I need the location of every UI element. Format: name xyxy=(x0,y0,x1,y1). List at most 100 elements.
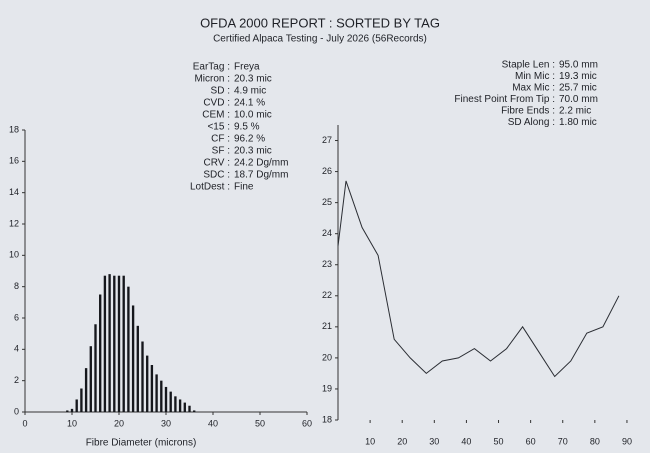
stat-label: CF : xyxy=(211,134,230,145)
histogram-bar xyxy=(117,275,121,412)
stat-value: 10.0 mic xyxy=(234,110,272,121)
x-tick-label: 60 xyxy=(302,418,312,428)
x-tick-label: 40 xyxy=(461,436,471,446)
stat-value: 96.2 % xyxy=(234,134,265,145)
stat-value: 24.2 Dg/mm xyxy=(234,158,288,169)
stat-label: SD : xyxy=(211,86,230,97)
x-tick-label: 20 xyxy=(397,436,407,446)
histogram-bar xyxy=(164,386,168,412)
stat-label: SD Along : xyxy=(508,117,555,128)
left-stats: EarTag : Freya Micron : 20.3 mic SD : 4.9 mic… xyxy=(190,62,289,193)
histogram-bar xyxy=(146,355,149,412)
stat-label: <15 : xyxy=(207,122,230,133)
histogram-bar xyxy=(141,341,144,412)
x-tick-label: 70 xyxy=(558,436,568,446)
histogram-bar xyxy=(136,325,139,412)
stat-label: SDC : xyxy=(203,170,230,181)
y-tick-label: 4 xyxy=(14,344,19,354)
y-tick-label: 27 xyxy=(322,135,332,145)
histogram-bar xyxy=(75,399,78,412)
stat-value: 1.80 mic xyxy=(559,117,597,128)
y-tick-label: 18 xyxy=(9,124,19,134)
stat-value: 25.7 mic xyxy=(559,83,597,94)
stat-value: Freya xyxy=(234,62,260,73)
histogram-bar xyxy=(155,374,158,412)
x-tick-label: 80 xyxy=(590,436,600,446)
histogram-bar xyxy=(183,402,186,412)
stat-label: Fibre Ends : xyxy=(501,106,555,117)
x-tick-label: 60 xyxy=(526,436,536,446)
histogram-bar xyxy=(103,275,107,412)
x-tick-label: 10 xyxy=(67,418,77,428)
y-tick-label: 8 xyxy=(14,281,19,291)
x-tick-label: 50 xyxy=(494,436,504,446)
x-axis-label: Fibre Diameter (microns) xyxy=(86,438,197,449)
stat-label: LotDest : xyxy=(190,182,230,193)
y-tick-label: 23 xyxy=(322,259,332,269)
stat-label: SF : xyxy=(212,146,230,157)
y-tick-label: 26 xyxy=(322,166,332,176)
stat-value: 18.7 Dg/mm xyxy=(234,170,288,181)
stat-label: Micron : xyxy=(194,74,230,85)
y-tick-label: 21 xyxy=(322,321,332,331)
y-tick-label: 0 xyxy=(14,406,19,416)
y-tick-label: 18 xyxy=(322,414,332,424)
x-tick-label: 50 xyxy=(255,418,265,428)
y-tick-label: 19 xyxy=(322,383,332,393)
y-tick-label: 20 xyxy=(322,352,332,362)
stat-label: Min Mic : xyxy=(515,71,555,82)
histogram-bar xyxy=(178,399,182,412)
x-tick-label: 30 xyxy=(161,418,171,428)
histogram-bar xyxy=(131,305,135,412)
stat-label: Finest Point From Tip : xyxy=(454,94,555,105)
stat-label: CEM : xyxy=(202,110,230,121)
y-tick-label: 16 xyxy=(9,156,19,166)
histogram-bar xyxy=(160,380,163,412)
y-tick-label: 12 xyxy=(9,218,19,228)
x-tick-label: 0 xyxy=(22,418,27,428)
histogram-bar xyxy=(169,391,172,412)
histogram-bar xyxy=(127,286,130,412)
histogram-bar xyxy=(89,346,92,412)
stat-label: EarTag : xyxy=(193,62,230,73)
y-tick-label: 10 xyxy=(9,250,19,260)
stat-label: CVD : xyxy=(203,98,230,109)
report-title: OFDA 2000 REPORT : SORTED BY TAG xyxy=(200,15,440,30)
y-tick-label: 22 xyxy=(322,290,332,300)
y-tick-label: 6 xyxy=(14,312,19,322)
histogram-bar xyxy=(188,405,191,412)
stat-label: Staple Len : xyxy=(502,60,555,71)
histogram-bar xyxy=(99,294,102,412)
x-tick-label: 90 xyxy=(622,436,632,446)
histogram-bar xyxy=(174,396,177,412)
stat-value: 95.0 mm xyxy=(559,60,598,71)
stat-label: Max Mic : xyxy=(512,83,555,94)
stat-value: 4.9 mic xyxy=(234,86,266,97)
histogram-bar xyxy=(108,274,111,412)
stat-value: 19.3 mic xyxy=(559,71,597,82)
stat-value: 70.0 mm xyxy=(559,94,598,105)
histogram-bar xyxy=(84,368,88,412)
y-tick-label: 24 xyxy=(322,228,332,238)
histogram-bar xyxy=(70,408,74,412)
x-tick-label: 30 xyxy=(429,436,439,446)
stat-value: 2.2 mic xyxy=(559,106,591,117)
histogram-bar xyxy=(122,275,125,412)
x-tick-label: 20 xyxy=(114,418,124,428)
histogram-bar xyxy=(80,388,83,412)
histogram-bar xyxy=(66,410,69,412)
x-tick-label: 10 xyxy=(365,436,375,446)
histogram-bar xyxy=(193,410,196,412)
y-tick-label: 2 xyxy=(14,375,19,385)
report-subtitle: Certified Alpaca Testing - July 2026 (56… xyxy=(213,34,427,45)
stat-value: 9.5 % xyxy=(234,122,260,133)
histogram-bar xyxy=(113,275,116,412)
stat-value: Fine xyxy=(234,182,254,193)
histogram-bar xyxy=(94,324,97,412)
right-stats: Staple Len : 95.0 mm Min Mic : 19.3 mic Max … xyxy=(454,60,598,129)
stat-label: CRV : xyxy=(204,158,231,169)
histogram-bar xyxy=(150,365,154,412)
stat-value: 20.3 mic xyxy=(234,74,272,85)
